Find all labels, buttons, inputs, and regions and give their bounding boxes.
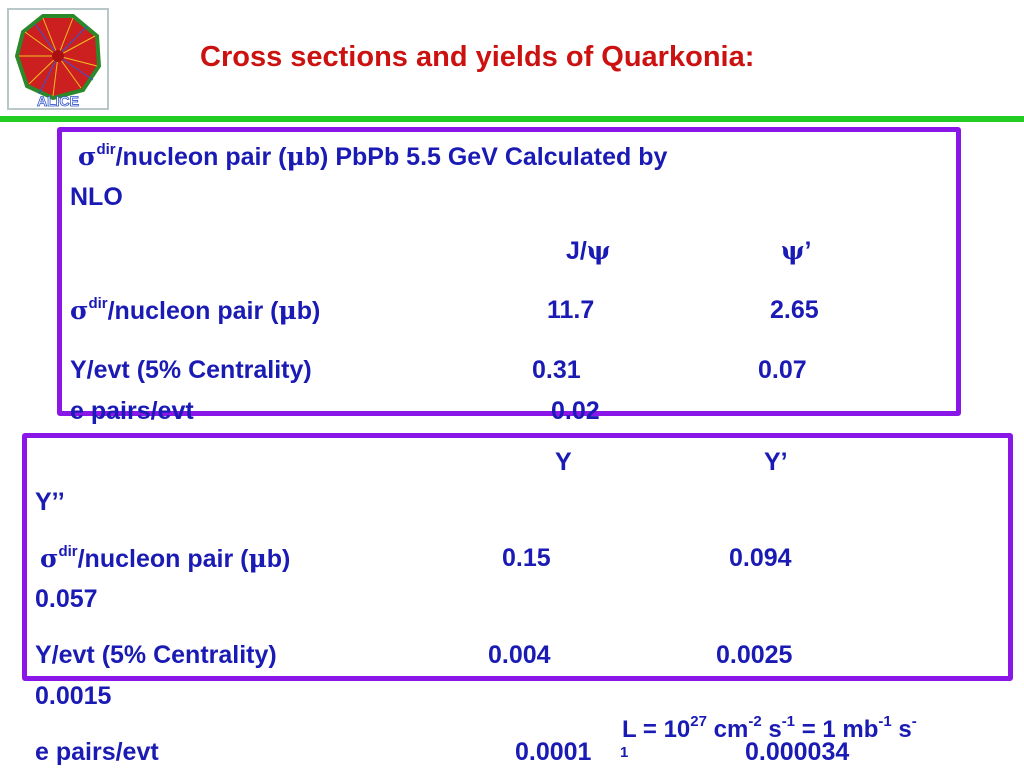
value-cell: 0.094 — [729, 544, 792, 572]
value-cell: 0.02 — [551, 397, 600, 425]
value-cell: 0.0001 — [515, 738, 592, 766]
row-label-yield: Y/evt (5% Centrality) — [35, 641, 277, 669]
luminosity-note-wrap: 1 — [620, 744, 629, 761]
value-cell: 2.65 — [770, 296, 819, 324]
value-cell: 0.07 — [758, 356, 807, 384]
col-header-upsilon-double-prime: Y’’ — [35, 488, 65, 516]
value-cell: 0.0025 — [716, 641, 793, 669]
row-label-yield: Y/evt (5% Centrality) — [70, 356, 312, 384]
row-label-cross-section: σdir/nucleon pair (μb) — [40, 542, 291, 573]
value-cell: 11.7 — [547, 296, 595, 324]
col-header-upsilon-prime: Y’ — [764, 448, 788, 476]
charmonium-box — [57, 127, 961, 416]
col-header-jpsi: J/ψ — [566, 236, 611, 265]
charmonium-heading: σdir/nucleon pair (μb) PbPb 5.5 GeV Calc… — [78, 140, 668, 171]
alice-logo: ALICE — [7, 8, 109, 110]
alice-logo-icon: ALICE — [14, 14, 102, 109]
col-header-upsilon: Y — [555, 448, 572, 476]
value-cell: 0.000034 — [745, 738, 850, 766]
slide-title: Cross sections and yields of Quarkonia: — [200, 41, 755, 73]
green-divider — [0, 116, 1024, 122]
value-cell: 0.0015 — [35, 682, 112, 710]
value-cell: 0.15 — [502, 544, 551, 572]
svg-text:ALICE: ALICE — [37, 93, 79, 108]
luminosity-note: L = 1027 cm-2 s-1 = 1 mb-1 s- — [622, 713, 917, 743]
value-cell: 0.057 — [35, 585, 98, 613]
row-label-e-pairs: e pairs/evt — [70, 397, 194, 425]
row-label-e-pairs: e pairs/evt — [35, 738, 159, 766]
bottomonium-box — [22, 433, 1013, 681]
col-header-psi-prime: ψ’ — [781, 236, 812, 265]
charmonium-heading-wrap: NLO — [70, 183, 123, 211]
value-cell: 0.004 — [488, 641, 551, 669]
row-label-cross-section: σdir/nucleon pair (μb) — [70, 294, 321, 325]
value-cell: 0.31 — [532, 356, 581, 384]
